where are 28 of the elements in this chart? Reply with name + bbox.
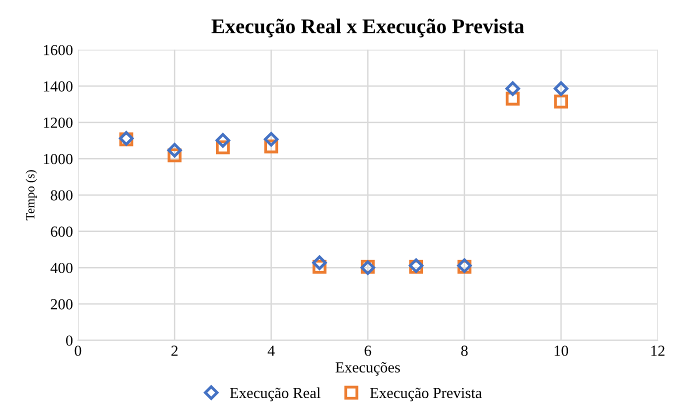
x-tick-label: 0 — [74, 346, 82, 356]
point — [505, 81, 520, 96]
legend-label: Execução Prevista — [370, 388, 482, 402]
x-tick-label: 8 — [461, 346, 468, 356]
point — [312, 255, 327, 270]
x-tick-label: 4 — [268, 346, 275, 356]
point — [554, 94, 568, 108]
x-tick-label: 6 — [364, 346, 372, 356]
y-tick-label: 200 — [50, 299, 73, 310]
y-tick-label: 400 — [50, 262, 73, 274]
y-tick-label: 1400 — [44, 81, 73, 92]
x-tick-label: 2 — [171, 346, 178, 356]
y-tick-label: 0 — [66, 335, 73, 346]
point — [167, 142, 182, 158]
legend-label: Execução Real — [230, 387, 320, 402]
y-tick-label: 1600 — [44, 44, 73, 56]
x-tick-label: 10 — [554, 346, 568, 356]
point — [264, 132, 278, 147]
y-tick-label: 800 — [50, 190, 73, 200]
y-axis-title: Tempo (s) — [26, 170, 37, 220]
point — [554, 81, 568, 96]
y-tick-label: 1000 — [44, 154, 73, 164]
y-tick-label: 600 — [50, 226, 73, 237]
point — [216, 133, 230, 148]
x-axis-title: Execuções — [336, 362, 400, 376]
y-tick-label: 1200 — [44, 118, 73, 128]
x-tick-label: 12 — [651, 346, 664, 356]
chart-title: Execução Real x Execução Prevista — [212, 18, 524, 38]
